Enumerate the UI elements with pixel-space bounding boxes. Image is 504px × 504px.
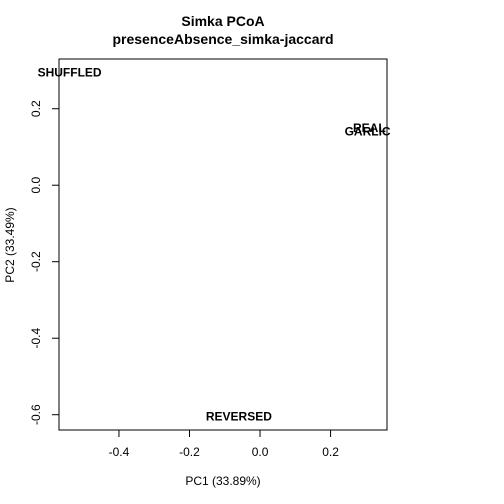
- x-tick-label: -0.2: [179, 445, 200, 459]
- x-axis: -0.4 -0.2 0.0 0.2: [109, 429, 339, 459]
- chart-title: Simka PCoA: [181, 13, 264, 29]
- point-label-reversed: REVERSED: [206, 410, 272, 424]
- x-tick-label: 0.0: [252, 445, 269, 459]
- y-tick-label: 0.2: [29, 100, 43, 117]
- point-label-shuffled: SHUFFLED: [38, 65, 102, 79]
- point-label-real: REAL: [353, 121, 386, 135]
- point-label-garlic: GARLIC: [345, 125, 391, 139]
- y-axis-label: PC2 (33.49%): [3, 207, 17, 282]
- y-tick-label: -0.6: [29, 404, 43, 425]
- y-axis: -0.6 -0.4 -0.2 0.0 0.2: [29, 100, 60, 425]
- y-tick-label: -0.4: [29, 328, 43, 349]
- plot-frame: [58, 58, 388, 431]
- x-tick-label: 0.2: [322, 445, 339, 459]
- y-tick-label: -0.2: [29, 251, 43, 272]
- x-tick-label: -0.4: [109, 445, 130, 459]
- y-tick-label: 0.0: [29, 177, 43, 194]
- x-axis-label: PC1 (33.89%): [185, 474, 260, 488]
- chart-subtitle: presenceAbsence_simka-jaccard: [112, 31, 333, 47]
